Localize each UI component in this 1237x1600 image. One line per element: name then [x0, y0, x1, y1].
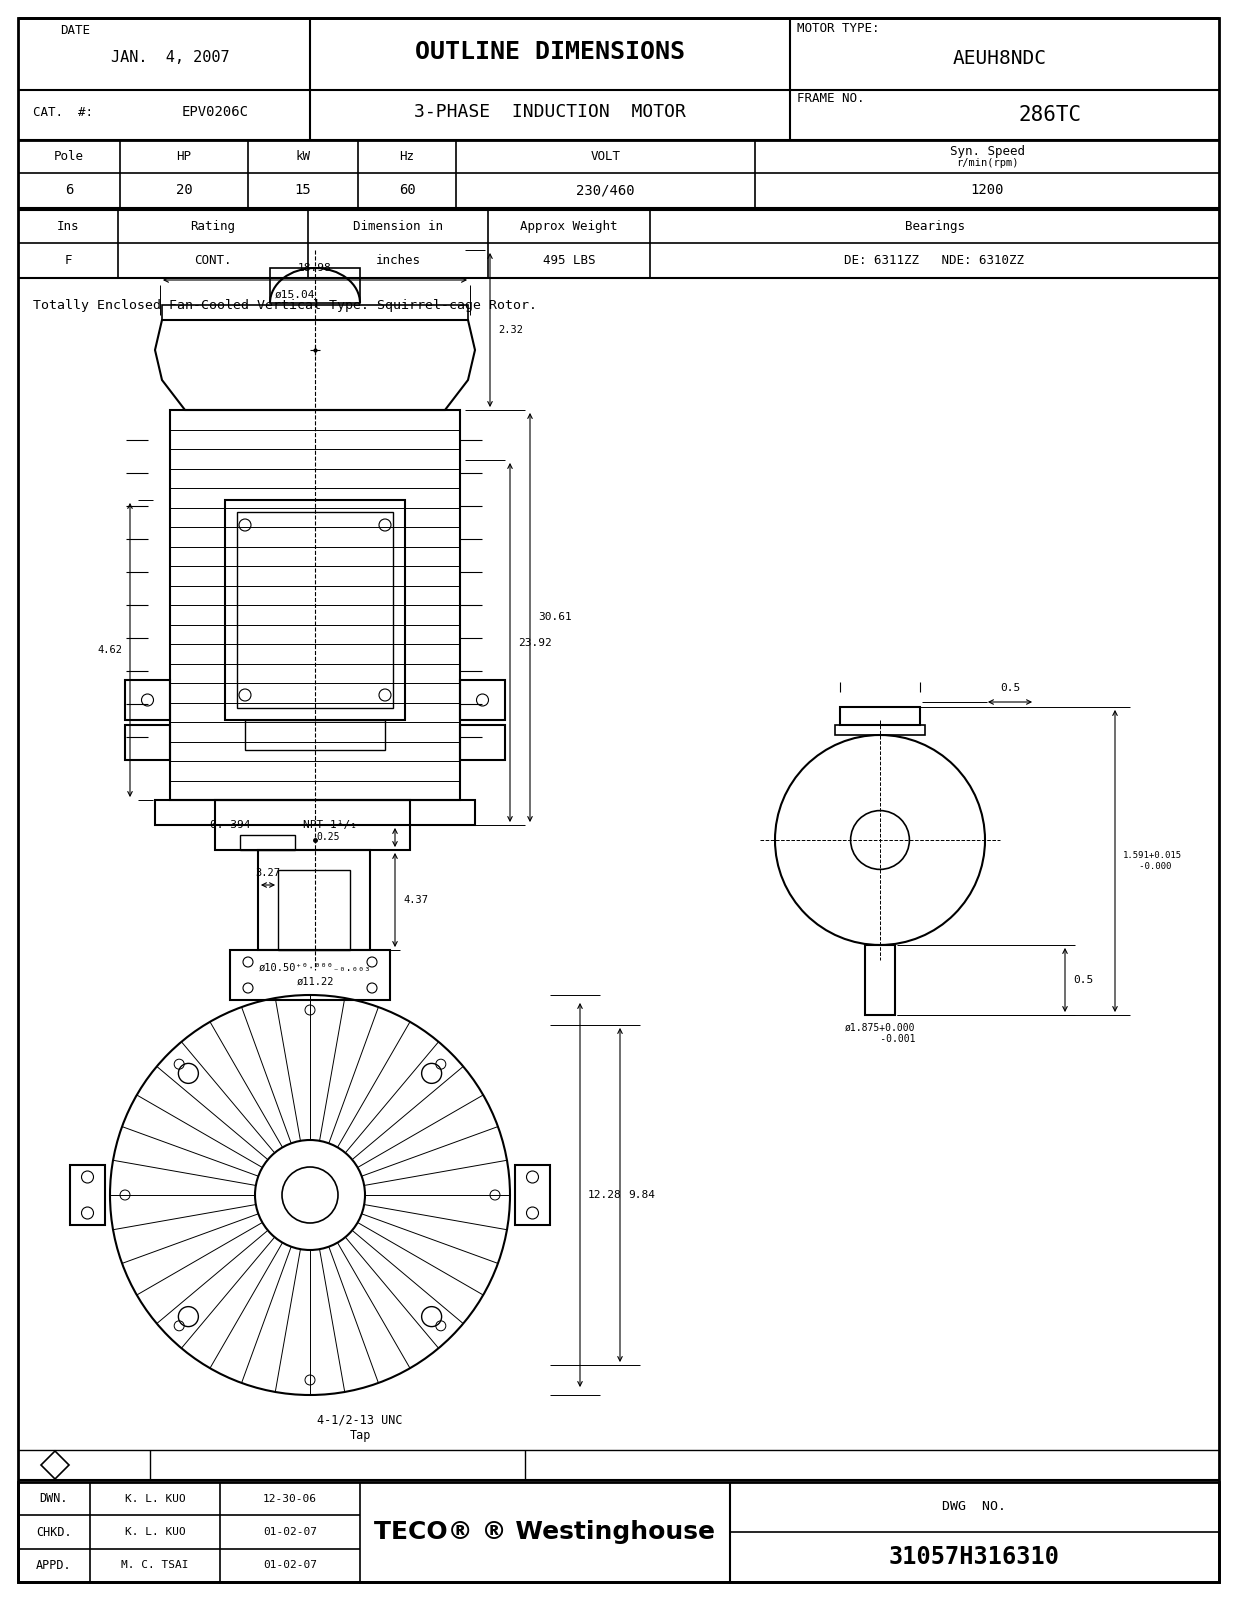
Text: ø15.04: ø15.04 [275, 290, 315, 301]
Text: K. L. KUO: K. L. KUO [125, 1526, 186, 1538]
Text: r/min(rpm): r/min(rpm) [956, 158, 1018, 168]
Text: 23.92: 23.92 [518, 637, 552, 648]
Text: 2.32: 2.32 [499, 325, 523, 334]
Text: DE: 6311ZZ   NDE: 6310ZZ: DE: 6311ZZ NDE: 6310ZZ [845, 254, 1024, 267]
Text: 286TC: 286TC [1018, 106, 1081, 125]
Text: 4.37: 4.37 [403, 894, 428, 906]
Text: K. L. KUO: K. L. KUO [125, 1494, 186, 1504]
Text: ø1.875+0.000
      -0.001: ø1.875+0.000 -0.001 [845, 1022, 915, 1043]
Text: DWN.: DWN. [40, 1493, 68, 1506]
Text: NPT 1¹/₁: NPT 1¹/₁ [303, 819, 357, 830]
Bar [230, 950, 390, 1000]
Text: 495 LBS: 495 LBS [543, 254, 595, 267]
Text: Approx Weight: Approx Weight [521, 219, 617, 234]
Bar [240, 835, 294, 850]
Text: DWG  NO.: DWG NO. [943, 1501, 1007, 1514]
Text: APPD.: APPD. [36, 1558, 72, 1571]
Text: 0. 394: 0. 394 [210, 819, 250, 830]
Text: 12-30-06: 12-30-06 [263, 1494, 317, 1504]
Text: 18.98: 18.98 [298, 262, 332, 274]
Text: inches: inches [376, 254, 421, 267]
Text: Ins: Ins [57, 219, 79, 234]
Text: Rating: Rating [190, 219, 235, 234]
Bar [259, 850, 370, 950]
Text: 230/460: 230/460 [576, 184, 635, 197]
Text: 0.25: 0.25 [317, 832, 340, 843]
Bar [270, 267, 360, 302]
Bar [19, 1482, 1218, 1582]
Text: AEUH8NDC: AEUH8NDC [952, 48, 1047, 67]
Text: 0.5: 0.5 [1072, 974, 1094, 986]
Bar [278, 870, 350, 950]
Text: Bearings: Bearings [904, 219, 965, 234]
Bar [162, 306, 468, 320]
Text: 3-PHASE  INDUCTION  MOTOR: 3-PHASE INDUCTION MOTOR [414, 102, 687, 122]
Text: Hz: Hz [400, 150, 414, 163]
Text: 15: 15 [294, 184, 312, 197]
Text: 20: 20 [176, 184, 193, 197]
Bar [225, 499, 404, 720]
Text: EPV0206C: EPV0206C [182, 106, 249, 118]
Bar [238, 512, 393, 707]
Text: 0.5: 0.5 [999, 683, 1021, 693]
Text: VOLT: VOLT [590, 150, 621, 163]
Text: Dimension in: Dimension in [353, 219, 443, 234]
Text: DATE: DATE [61, 24, 90, 37]
Bar [215, 800, 409, 850]
Bar [865, 946, 896, 1014]
Text: 31057H316310: 31057H316310 [889, 1546, 1060, 1570]
Text: Totally Enclosed Fan-Cooled Vertical Type. Squirrel-cage Rotor.: Totally Enclosed Fan-Cooled Vertical Typ… [33, 299, 537, 312]
Text: Pole: Pole [54, 150, 84, 163]
Text: 60: 60 [398, 184, 416, 197]
Text: TECO® ® Westinghouse: TECO® ® Westinghouse [375, 1520, 715, 1544]
Bar [245, 720, 385, 750]
Text: CONT.: CONT. [194, 254, 231, 267]
Text: 4-1/2-13 UNC: 4-1/2-13 UNC [317, 1413, 403, 1427]
Bar [155, 800, 475, 826]
Text: ø11.22: ø11.22 [296, 978, 334, 987]
Text: CHKD.: CHKD. [36, 1525, 72, 1539]
Text: 30.61: 30.61 [538, 613, 571, 622]
Bar [169, 410, 460, 800]
Text: CAT.  #:: CAT. #: [33, 106, 93, 118]
Text: 01-02-07: 01-02-07 [263, 1526, 317, 1538]
Text: F: F [64, 254, 72, 267]
Text: 12.28: 12.28 [588, 1190, 622, 1200]
Text: 1.591+0.015
   -0.000: 1.591+0.015 -0.000 [1123, 851, 1183, 870]
Text: OUTLINE DIMENSIONS: OUTLINE DIMENSIONS [414, 40, 685, 64]
Text: FRAME NO.: FRAME NO. [797, 91, 865, 104]
Bar [835, 725, 925, 734]
Text: HP: HP [177, 150, 192, 163]
Text: 01-02-07: 01-02-07 [263, 1560, 317, 1570]
Text: 1200: 1200 [970, 184, 1003, 197]
Text: ø10.50⁺⁰⋅⁰⁰⁰₋₀.₀₀₃: ø10.50⁺⁰⋅⁰⁰⁰₋₀.₀₀₃ [259, 963, 371, 973]
Text: 4.62: 4.62 [96, 645, 122, 654]
Text: MOTOR TYPE:: MOTOR TYPE: [797, 21, 880, 35]
Text: kW: kW [296, 150, 310, 163]
Text: JAN.  4, 2007: JAN. 4, 2007 [110, 51, 229, 66]
Bar [840, 707, 920, 725]
Text: M. C. TSAI: M. C. TSAI [121, 1560, 189, 1570]
Text: Tap: Tap [349, 1429, 371, 1442]
Text: 9.84: 9.84 [628, 1190, 656, 1200]
Text: 3.27: 3.27 [256, 867, 281, 878]
Text: 6: 6 [64, 184, 73, 197]
Text: Syn. Speed: Syn. Speed [950, 146, 1024, 158]
